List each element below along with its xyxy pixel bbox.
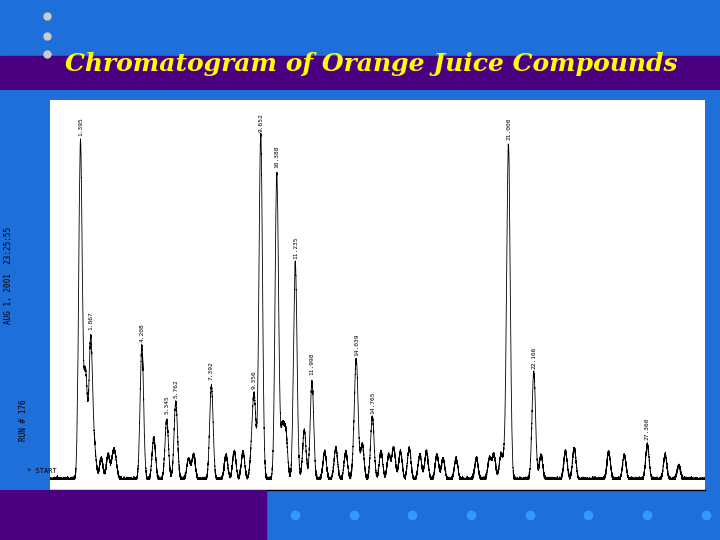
- Text: 10.388: 10.388: [274, 145, 279, 168]
- Text: 21.000: 21.000: [506, 117, 511, 140]
- Text: 7.392: 7.392: [209, 361, 214, 380]
- Text: 5.762: 5.762: [174, 380, 179, 398]
- Text: 11.235: 11.235: [293, 237, 298, 259]
- Text: 14.765: 14.765: [370, 391, 375, 414]
- Text: * START: * START: [27, 468, 57, 475]
- Text: 1.395: 1.395: [78, 117, 83, 136]
- Text: AUG 1, 2001  23:25:55: AUG 1, 2001 23:25:55: [4, 227, 13, 324]
- Text: Chromatogram of Orange Juice Compounds: Chromatogram of Orange Juice Compounds: [65, 52, 678, 77]
- Text: 14.039: 14.039: [354, 334, 359, 356]
- Text: 27.360: 27.360: [645, 418, 650, 440]
- Text: RUN # 176: RUN # 176: [19, 399, 27, 441]
- Text: 22.166: 22.166: [531, 347, 536, 369]
- Bar: [0, 490, 266, 540]
- Text: 1.867: 1.867: [89, 311, 94, 330]
- Text: 9.356: 9.356: [252, 370, 257, 389]
- Bar: [0, 56, 720, 90]
- Text: 4.208: 4.208: [140, 323, 145, 341]
- Text: 9.652: 9.652: [258, 113, 264, 132]
- Text: 11.998: 11.998: [310, 353, 315, 375]
- Text: 5.345: 5.345: [164, 395, 169, 414]
